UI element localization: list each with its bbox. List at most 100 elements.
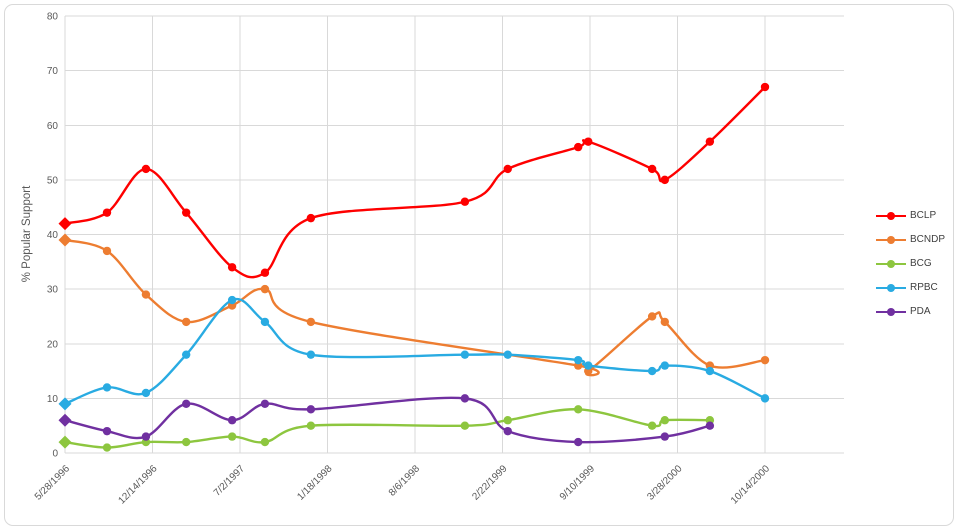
- marker-BCLP[interactable]: [660, 175, 670, 185]
- series-line-PDA[interactable]: [63, 396, 712, 444]
- marker-PDA[interactable]: [181, 399, 191, 409]
- legend-line-swatch: [876, 212, 906, 220]
- x-tick-label: 1/18/1998: [295, 463, 335, 503]
- y-tick-label: 60: [47, 121, 59, 132]
- marker-BCNDP[interactable]: [660, 317, 670, 327]
- marker-RPBC[interactable]: [573, 355, 583, 365]
- marker-BCNDP[interactable]: [181, 317, 191, 327]
- marker-BCG[interactable]: [181, 437, 191, 447]
- y-tick-label: 50: [47, 175, 59, 186]
- marker-BCLP[interactable]: [503, 164, 512, 174]
- legend-item-BCLP[interactable]: BCLP: [876, 209, 945, 223]
- marker-BCNDP[interactable]: [760, 355, 770, 365]
- y-tick-label: 20: [47, 339, 59, 350]
- marker-BCLP[interactable]: [460, 197, 470, 206]
- marker-BCG[interactable]: [573, 405, 583, 414]
- marker-PDA[interactable]: [260, 399, 270, 409]
- marker-BCNDP[interactable]: [141, 290, 151, 299]
- marker-RPBC[interactable]: [584, 361, 593, 370]
- marker-diamond-PDA[interactable]: [58, 413, 72, 427]
- legend-item-BCNDP[interactable]: BCNDP: [876, 233, 945, 247]
- marker-RPBC[interactable]: [141, 388, 151, 398]
- legend-marker-dot: [887, 260, 895, 268]
- marker-RPBC[interactable]: [460, 350, 470, 359]
- marker-BCG[interactable]: [503, 416, 512, 425]
- marker-RPBC[interactable]: [660, 361, 670, 370]
- marker-diamond-BCNDP[interactable]: [58, 233, 72, 247]
- legend-marker-dot: [887, 308, 895, 316]
- marker-diamond-RPBC[interactable]: [58, 397, 72, 411]
- chart-frame-border: [4, 4, 954, 526]
- marker-PDA[interactable]: [227, 416, 237, 425]
- marker-BCLP[interactable]: [584, 137, 593, 146]
- legend-label: PDA: [910, 306, 931, 317]
- marker-BCG[interactable]: [660, 416, 670, 425]
- marker-RPBC[interactable]: [181, 350, 191, 359]
- marker-RPBC[interactable]: [260, 317, 270, 327]
- marker-BCG[interactable]: [460, 421, 470, 430]
- marker-BCLP[interactable]: [573, 142, 583, 152]
- y-axis-title: % Popular Support: [21, 185, 33, 283]
- marker-BCLP[interactable]: [647, 164, 657, 174]
- x-tick-label: 9/10/1999: [558, 463, 598, 503]
- marker-RPBC[interactable]: [227, 295, 237, 305]
- marker-PDA[interactable]: [660, 432, 670, 441]
- legend-item-BCG[interactable]: BCG: [876, 257, 945, 271]
- y-tick-label: 0: [52, 449, 58, 460]
- marker-PDA[interactable]: [705, 421, 715, 430]
- marker-BCG[interactable]: [102, 443, 112, 452]
- legend-line-swatch: [876, 236, 906, 244]
- series-line-RPBC[interactable]: [63, 297, 767, 406]
- legend-label: RPBC: [910, 282, 938, 293]
- marker-RPBC[interactable]: [306, 350, 316, 359]
- series-BCNDP[interactable]: [58, 233, 770, 377]
- x-tick-label: 2/22/1999: [470, 463, 510, 503]
- marker-BCLP[interactable]: [181, 208, 191, 217]
- legend-label: BCNDP: [910, 234, 946, 245]
- series-BCG[interactable]: [58, 405, 715, 452]
- marker-BCLP[interactable]: [141, 164, 151, 174]
- series-line-BCLP[interactable]: [63, 85, 767, 279]
- marker-BCLP[interactable]: [102, 208, 112, 217]
- marker-PDA[interactable]: [460, 394, 470, 403]
- y-tick-label: 10: [47, 394, 59, 405]
- legend-label: BCG: [910, 258, 932, 269]
- marker-RPBC[interactable]: [647, 366, 657, 376]
- x-tick-label: 12/14/1996: [116, 463, 159, 506]
- marker-PDA[interactable]: [102, 426, 112, 436]
- legend-marker-dot: [887, 236, 895, 244]
- marker-BCLP[interactable]: [260, 268, 270, 277]
- marker-diamond-BCLP[interactable]: [58, 217, 72, 231]
- marker-BCNDP[interactable]: [102, 246, 112, 256]
- x-tick-label: 10/14/2000: [729, 463, 772, 506]
- marker-BCNDP[interactable]: [306, 317, 316, 327]
- marker-BCLP[interactable]: [760, 82, 770, 92]
- marker-RPBC[interactable]: [503, 350, 512, 359]
- series-PDA[interactable]: [58, 394, 715, 447]
- marker-PDA[interactable]: [503, 426, 512, 436]
- series-BCLP[interactable]: [58, 82, 770, 279]
- marker-RPBC[interactable]: [705, 366, 715, 376]
- marker-BCLP[interactable]: [705, 137, 715, 146]
- marker-BCLP[interactable]: [306, 213, 316, 223]
- legend-item-RPBC[interactable]: RPBC: [876, 281, 945, 295]
- legend-item-PDA[interactable]: PDA: [876, 305, 945, 319]
- marker-RPBC[interactable]: [760, 394, 770, 403]
- marker-BCNDP[interactable]: [647, 312, 657, 321]
- x-tick-label: 8/6/1998: [387, 463, 423, 499]
- marker-RPBC[interactable]: [102, 383, 112, 392]
- marker-BCNDP[interactable]: [260, 284, 270, 294]
- marker-BCG[interactable]: [647, 421, 657, 430]
- marker-BCLP[interactable]: [227, 263, 237, 272]
- marker-PDA[interactable]: [141, 432, 151, 441]
- y-tick-label: 70: [47, 66, 59, 77]
- series-RPBC[interactable]: [58, 295, 770, 411]
- marker-BCG[interactable]: [306, 421, 316, 430]
- marker-PDA[interactable]: [573, 437, 583, 447]
- marker-BCG[interactable]: [227, 432, 237, 441]
- marker-PDA[interactable]: [306, 405, 316, 414]
- marker-diamond-BCG[interactable]: [58, 435, 72, 449]
- marker-BCG[interactable]: [260, 437, 270, 447]
- legend-marker-dot: [887, 212, 895, 220]
